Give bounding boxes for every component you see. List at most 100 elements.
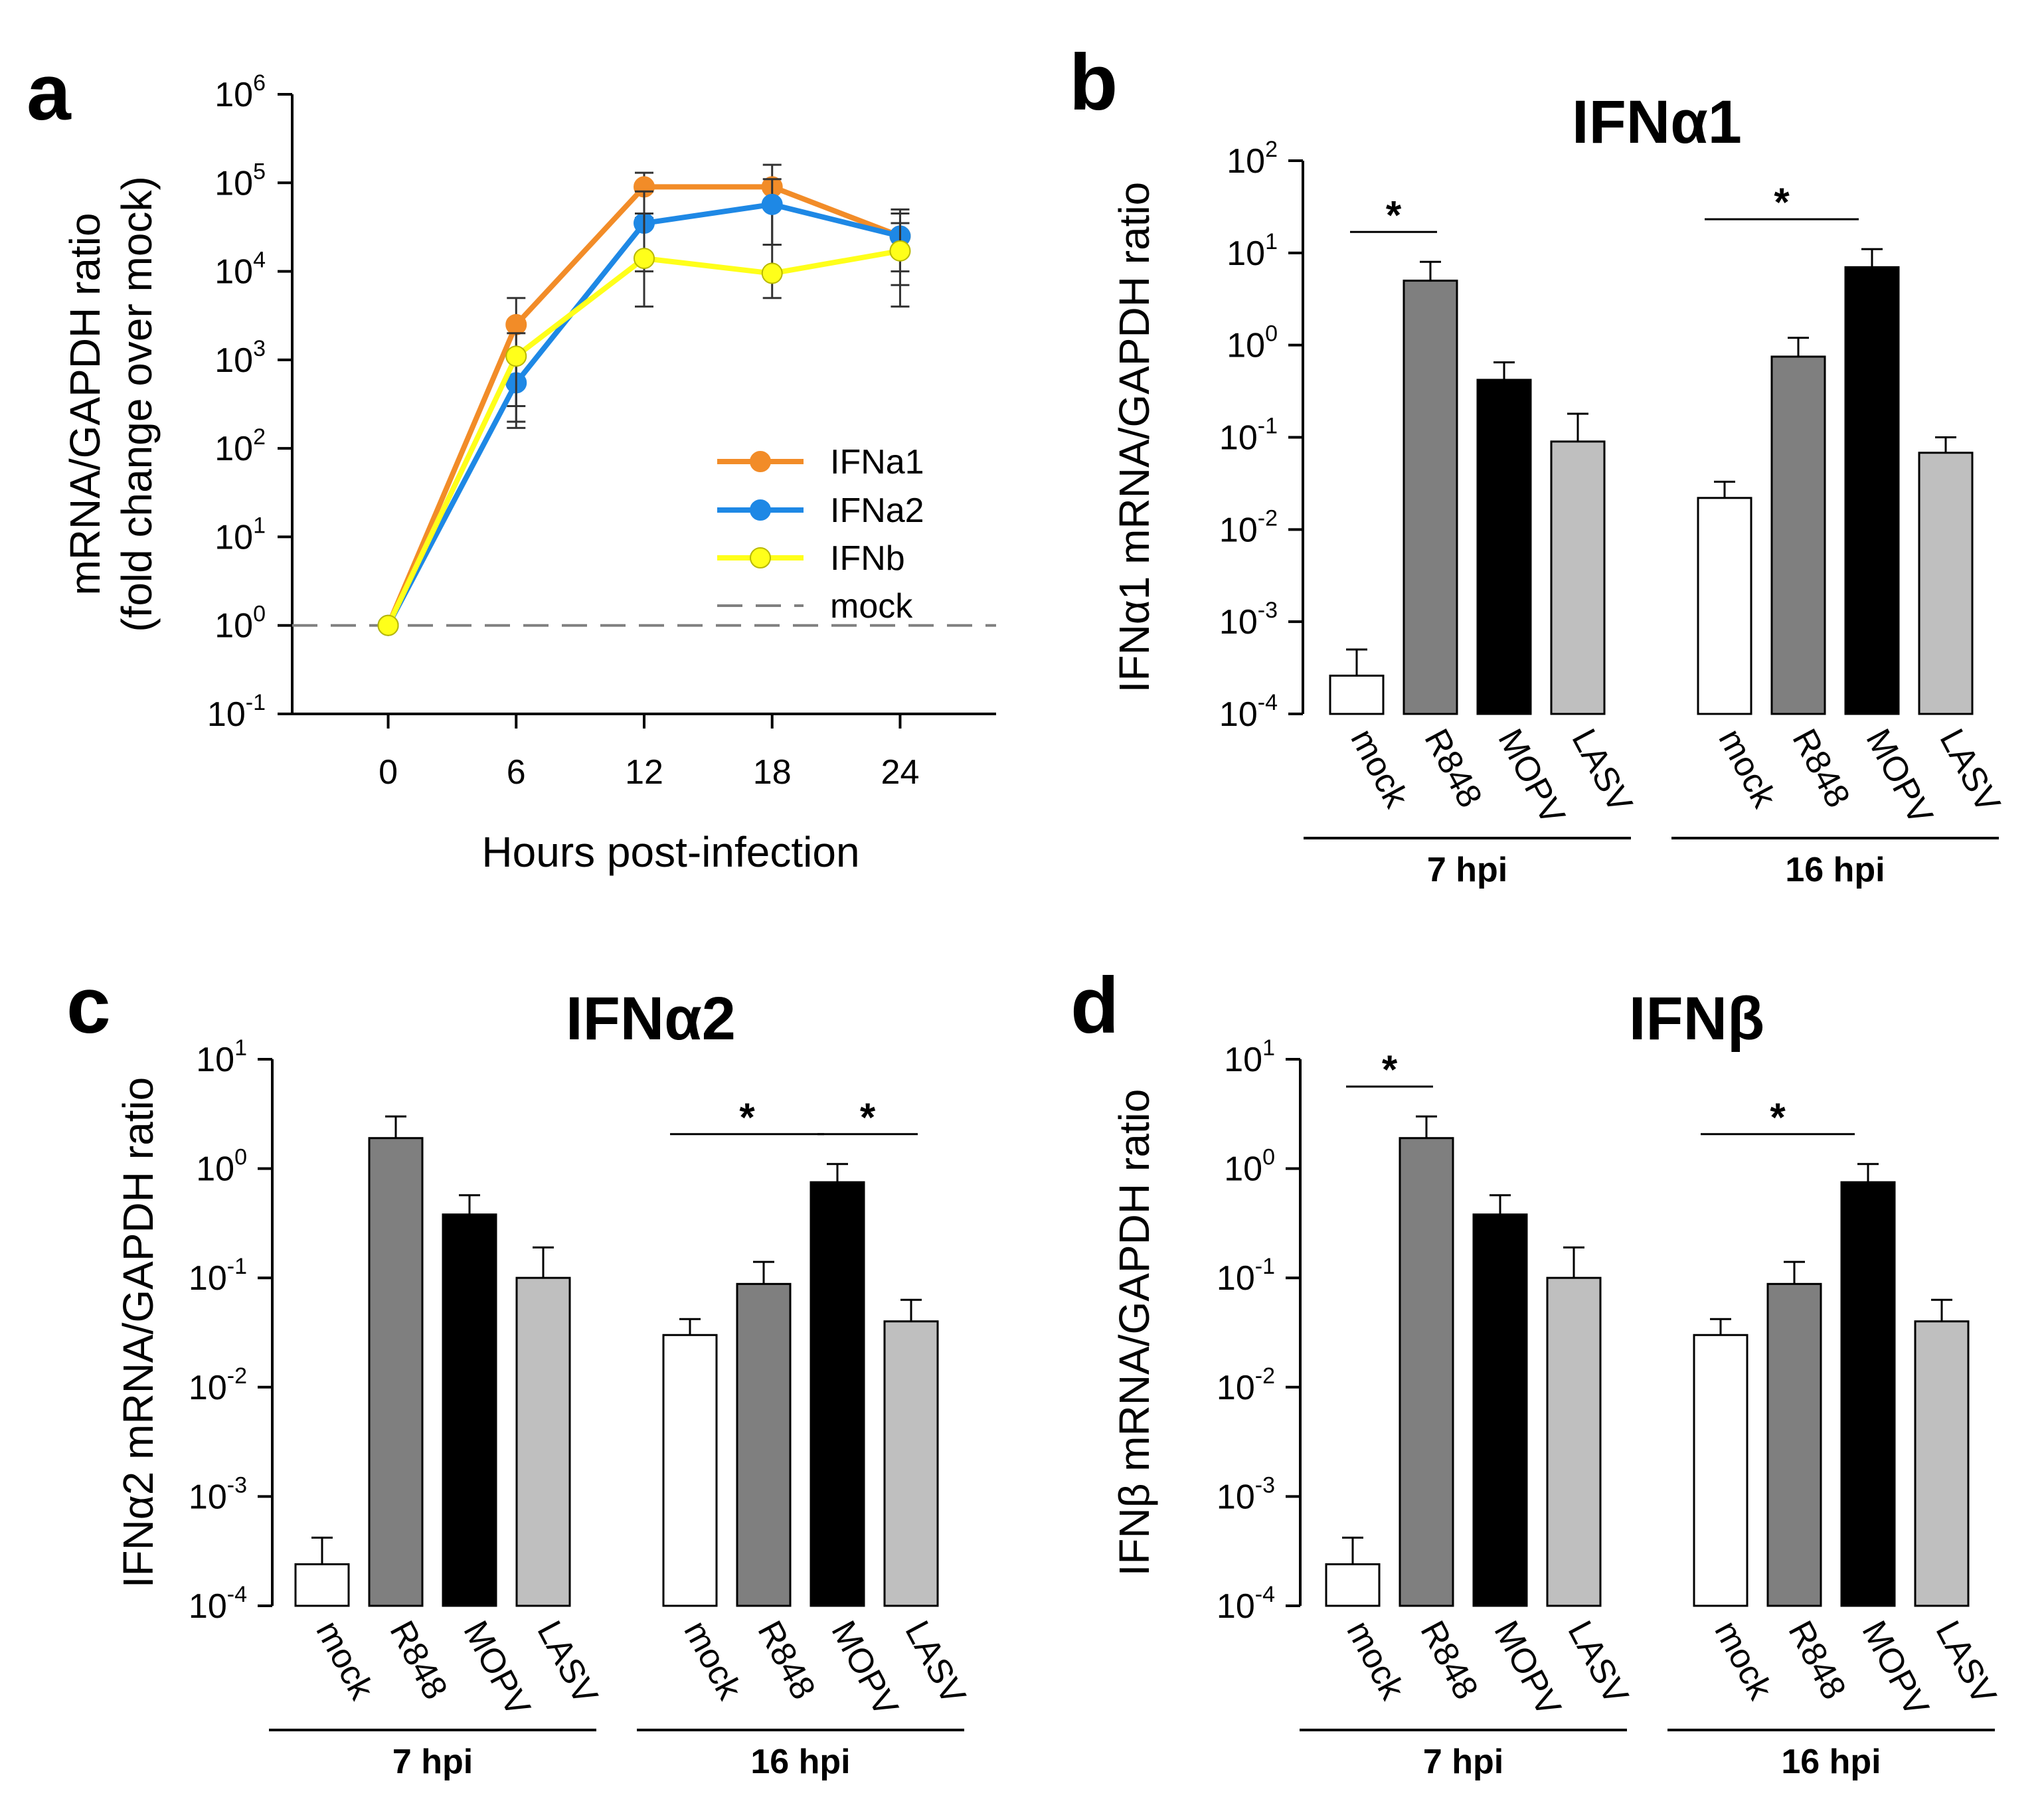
y-tick-label-base: 10 — [1227, 142, 1265, 181]
y-tick-label-base: 10 — [214, 430, 253, 468]
y-tick-label-base: 10 — [1219, 603, 1258, 642]
bar-MOPV — [1476, 379, 1532, 715]
y-tick-label-exp: -4 — [1258, 690, 1278, 715]
y-tick-label-exp: 2 — [253, 424, 266, 450]
bar-LASV — [1918, 452, 1974, 715]
y-tick-label-exp: -1 — [1258, 414, 1278, 439]
y-tick-label: 10-2 — [189, 1363, 247, 1407]
y-tick-label-base: 10 — [207, 695, 246, 734]
y-tick-label-exp: 6 — [253, 70, 266, 96]
panel-title: IFNα1 — [1572, 88, 1742, 156]
panel-letter-d: d — [1070, 961, 1119, 1050]
y-tick-label-base: 10 — [214, 76, 253, 114]
y-tick-label: 101 — [214, 513, 266, 557]
y-tick-label: 10-1 — [189, 1254, 247, 1298]
bar-mock — [1697, 497, 1752, 715]
y-tick-label-base: 10 — [1219, 419, 1258, 458]
panel-letter-b: b — [1069, 38, 1118, 127]
y-tick-label-base: 10 — [1219, 511, 1258, 549]
category-label-R848: R848 — [1784, 723, 1857, 814]
data-point-IFNb — [889, 240, 911, 262]
y-tick-label-base: 10 — [189, 1369, 227, 1407]
y-tick-label: 102 — [1227, 137, 1278, 181]
x-tick-label: 24 — [881, 753, 920, 792]
y-tick-label-exp: 0 — [234, 1145, 247, 1170]
y-tick-label: 106 — [214, 70, 266, 114]
y-tick-label-base: 10 — [1217, 1587, 1255, 1626]
bar-R848 — [1403, 280, 1458, 715]
y-tick-label-exp: 1 — [1265, 229, 1278, 254]
y-tick-label: 100 — [1227, 321, 1278, 365]
significance-star: * — [1386, 193, 1402, 237]
panel-letter-c: c — [66, 961, 111, 1050]
y-tick-label-base: 10 — [1224, 1150, 1262, 1189]
bar-mock — [294, 1563, 350, 1607]
y-tick-label-exp: -2 — [1255, 1363, 1275, 1389]
panel-title: IFNβ — [1629, 985, 1764, 1053]
bar-LASV — [1546, 1276, 1602, 1607]
category-label-MOPV: MOPV — [1858, 723, 1940, 831]
y-tick-label-exp: 5 — [253, 159, 266, 184]
y-tick-label-exp: 3 — [253, 336, 266, 361]
category-label-mock: mock — [676, 1614, 749, 1706]
y-tick-label: 10-2 — [1219, 505, 1278, 549]
y-tick-label-base: 10 — [1224, 1041, 1262, 1079]
y-axis-title: IFNα1 mRNA/GAPDH ratio — [1110, 182, 1158, 693]
category-label-R848: R848 — [750, 1614, 823, 1705]
legend-marker-IFNb — [750, 547, 771, 568]
y-tick-label-exp: 1 — [234, 1035, 247, 1061]
y-tick-label: 101 — [1227, 229, 1278, 273]
y-tick-label: 104 — [214, 248, 266, 292]
legend-marker-IFNa2 — [750, 499, 771, 521]
y-tick-label-exp: -4 — [1255, 1582, 1275, 1607]
y-tick-label: 100 — [214, 602, 266, 646]
bar-LASV — [515, 1276, 571, 1607]
category-label-LASV: LASV — [897, 1614, 973, 1711]
x-tick-label: 18 — [753, 753, 792, 792]
legend-label-mock: mock — [830, 587, 913, 626]
legend-label-IFNb: IFNb — [830, 539, 905, 578]
legend-label-IFNa2: IFNa2 — [830, 491, 924, 530]
y-tick-label-base: 10 — [1217, 1478, 1255, 1516]
y-tick-label-exp: -3 — [227, 1472, 247, 1498]
y-tick-label-base: 10 — [189, 1478, 227, 1516]
series-IFNb — [377, 213, 911, 636]
category-label-mock: mock — [308, 1614, 381, 1706]
significance-star: * — [739, 1095, 755, 1140]
x-tick-label: 6 — [507, 753, 526, 792]
category-label-R848: R848 — [382, 1614, 455, 1705]
panel-letter-a: a — [27, 48, 72, 137]
y-tick-label: 10-3 — [1217, 1472, 1275, 1516]
group-label-7hpi: 7 hpi — [1423, 1743, 1503, 1781]
y-tick-label-base: 10 — [214, 253, 253, 292]
category-label-LASV: LASV — [1928, 1614, 2003, 1711]
category-label-mock: mock — [1339, 1614, 1412, 1706]
bar-mock — [1329, 674, 1385, 715]
bar-mock — [1325, 1563, 1381, 1607]
y-tick-label: 100 — [196, 1145, 247, 1189]
y-tick-label-base: 10 — [1219, 695, 1258, 734]
significance-star: * — [1770, 1095, 1786, 1140]
bar-R848 — [368, 1137, 424, 1607]
y-tick-label-exp: -4 — [227, 1582, 247, 1607]
y-tick-label-base: 10 — [196, 1041, 234, 1079]
y-tick-label-base: 10 — [1227, 327, 1265, 365]
y-tick-label-base: 10 — [189, 1587, 227, 1626]
data-point-IFNb — [505, 345, 527, 367]
y-axis-title: IFNα2 mRNA/GAPDH ratio — [114, 1077, 162, 1589]
y-tick-label: 10-1 — [1217, 1254, 1275, 1298]
bar-MOPV — [1840, 1181, 1896, 1607]
y-tick-label-base: 10 — [196, 1150, 234, 1189]
data-point-IFNb — [377, 614, 399, 636]
category-label-mock: mock — [1343, 723, 1416, 814]
category-label-mock: mock — [1707, 1614, 1780, 1706]
y-tick-label-exp: -2 — [1258, 505, 1278, 531]
group-label-16hpi: 16 hpi — [1781, 1743, 1881, 1781]
x-tick-label: 0 — [379, 753, 398, 792]
y-tick-label-exp: 0 — [1265, 321, 1278, 347]
y-tick-label-exp: -1 — [246, 690, 266, 715]
group-label-16hpi: 16 hpi — [750, 1743, 850, 1781]
